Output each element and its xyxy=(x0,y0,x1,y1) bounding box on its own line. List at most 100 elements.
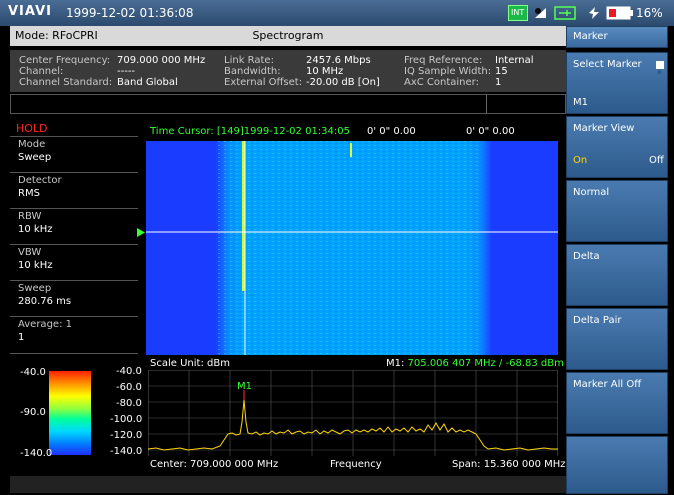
marker-view-toggle[interactable]: Marker View On Off xyxy=(566,116,668,178)
spectrum-grid xyxy=(148,370,558,456)
system-datetime: 1999-12-02 01:36:08 xyxy=(66,6,194,20)
delta-button[interactable]: Delta xyxy=(566,244,668,306)
param-sweep-title: Sweep xyxy=(18,283,52,294)
x-axis-label: Frequency xyxy=(330,459,382,470)
marker-all-off-button[interactable]: Marker All Off xyxy=(566,372,668,434)
marker-view-on: On xyxy=(573,155,588,166)
normal-button[interactable]: Normal xyxy=(566,180,668,242)
signal-icon xyxy=(535,8,546,18)
channel-label: Channel: xyxy=(19,66,64,77)
y-tick-6: -140.0 xyxy=(110,446,143,457)
cursor-position-2: 0' 0" 0.00 xyxy=(466,126,515,137)
marker-all-off-label: Marker All Off xyxy=(573,379,642,390)
param-mode-title: Mode xyxy=(18,139,46,150)
y-tick-1: -40.0 xyxy=(116,366,142,377)
spectrogram-waterfall[interactable] xyxy=(146,141,558,355)
select-marker-button[interactable]: Select Marker M1 xyxy=(566,52,668,114)
brand-logo: VIAVI xyxy=(8,4,52,19)
link-rate-label: Link Rate: xyxy=(224,55,274,66)
delta-pair-label: Delta Pair xyxy=(573,315,622,326)
bandwidth-label: Bandwidth: xyxy=(224,66,281,77)
center-frequency-readout: Center: 709.000 000 MHz xyxy=(150,459,279,470)
param-rbw[interactable]: RBW 10 kHz xyxy=(10,208,138,243)
external-offset-label: External Offset: xyxy=(224,77,303,88)
param-detector-value: RMS xyxy=(18,188,40,199)
time-cursor-arrow[interactable] xyxy=(137,228,145,237)
normal-label: Normal xyxy=(573,187,610,198)
battery-percentage: 16% xyxy=(636,6,663,20)
softkey-panel: Marker Select Marker M1 Marker View On O… xyxy=(566,26,670,494)
external-offset-value: -20.00 dB [On] xyxy=(306,77,380,88)
marker-m1-label: M1 xyxy=(237,381,252,392)
param-detector[interactable]: Detector RMS xyxy=(10,172,138,207)
axc-container-label: AxC Container: xyxy=(404,77,479,88)
marker-readout-value: 705.006 407 MHz / -68.83 dBm xyxy=(407,358,564,369)
spectrum-trace-plot[interactable]: M1 xyxy=(148,370,558,456)
iq-sample-width-label: IQ Sample Width: xyxy=(404,66,492,77)
charging-icon xyxy=(589,7,599,19)
int-badge: INT xyxy=(508,5,528,21)
hold-indicator: HOLD xyxy=(16,122,48,135)
bandwidth-value: 10 MHz xyxy=(306,66,344,77)
param-mode[interactable]: Mode Sweep xyxy=(10,136,138,171)
iq-sample-width-value: 15 xyxy=(495,66,508,77)
softkey-menu-title: Marker xyxy=(566,26,668,48)
message-bar xyxy=(10,94,566,114)
marker-view-label: Marker View xyxy=(573,123,635,134)
param-mode-value: Sweep xyxy=(18,152,52,163)
param-rbw-title: RBW xyxy=(18,211,42,222)
param-sweep[interactable]: Sweep 280.76 ms xyxy=(10,280,138,315)
param-average-title: Average: 1 xyxy=(18,319,72,330)
y-tick-2: -60.0 xyxy=(116,382,142,393)
center-frequency-value: 709.000 000 MHz xyxy=(117,55,206,66)
channel-standard-value: Band Global xyxy=(117,77,178,88)
softkey-menu-title-label: Marker xyxy=(573,31,608,42)
param-average[interactable]: Average: 1 1 xyxy=(10,316,138,354)
measurement-title: Spectrogram xyxy=(252,29,324,42)
freq-reference-label: Freq Reference: xyxy=(404,55,483,66)
span-readout: Span: 15.360 000 MHz xyxy=(452,459,566,470)
y-tick-4: -100.0 xyxy=(110,414,143,425)
color-scale-bar xyxy=(49,371,91,455)
param-vbw-title: VBW xyxy=(18,247,42,258)
center-frequency-label: Center Frequency: xyxy=(19,55,111,66)
param-vbw-value: 10 kHz xyxy=(18,260,53,271)
select-marker-label: Select Marker xyxy=(573,59,642,70)
scale-unit-label: Scale Unit: dBm xyxy=(150,358,230,369)
axc-container-value: 1 xyxy=(495,77,502,88)
select-marker-value: M1 xyxy=(573,97,588,108)
color-scale-mid: -90.0 xyxy=(20,407,46,418)
marker-view-off: Off xyxy=(649,155,664,166)
top-status-bar: VIAVI 1999-12-02 01:36:08 INT 16% xyxy=(0,0,674,26)
param-average-value: 1 xyxy=(18,332,25,343)
measurement-settings-panel: Center Frequency: 709.000 000 MHz Channe… xyxy=(10,50,566,92)
param-sweep-value: 280.76 ms xyxy=(18,296,72,307)
color-scale-bottom: -140.0 xyxy=(20,448,53,459)
param-vbw[interactable]: VBW 10 kHz xyxy=(10,244,138,279)
usb-icon xyxy=(554,6,576,20)
int-badge-label: INT xyxy=(511,8,525,17)
mode-bar: Mode: RFoCPRI Spectrogram xyxy=(10,26,566,46)
channel-value: ----- xyxy=(117,66,136,77)
param-rbw-value: 10 kHz xyxy=(18,224,53,235)
param-detector-title: Detector xyxy=(18,175,62,186)
battery-icon xyxy=(606,6,633,20)
bottom-status-bar xyxy=(10,476,566,493)
delta-pair-button[interactable]: Delta Pair xyxy=(566,308,668,370)
spectrogram-noise xyxy=(216,141,481,355)
link-rate-value: 2457.6 Mbps xyxy=(306,55,371,66)
delta-label: Delta xyxy=(573,251,600,262)
submenu-arrow-icon xyxy=(656,61,664,75)
y-tick-5: -120.0 xyxy=(110,430,143,441)
channel-standard-label: Channel Standard: xyxy=(19,77,113,88)
spectrogram-marker-trace xyxy=(242,141,245,291)
marker-readout: M1: 705.006 407 MHz / -68.83 dBm xyxy=(386,358,564,369)
spectrogram-spike xyxy=(350,143,352,157)
spectrum-trace xyxy=(148,399,558,451)
time-cursor-readout: Time Cursor: [149]1999-12-02 01:34:05 xyxy=(150,126,350,137)
cursor-position-1: 0' 0" 0.00 xyxy=(367,126,416,137)
empty-softkey[interactable] xyxy=(566,436,668,494)
mode-label: Mode: RFoCPRI xyxy=(15,29,98,42)
freq-reference-value: Internal xyxy=(495,55,534,66)
